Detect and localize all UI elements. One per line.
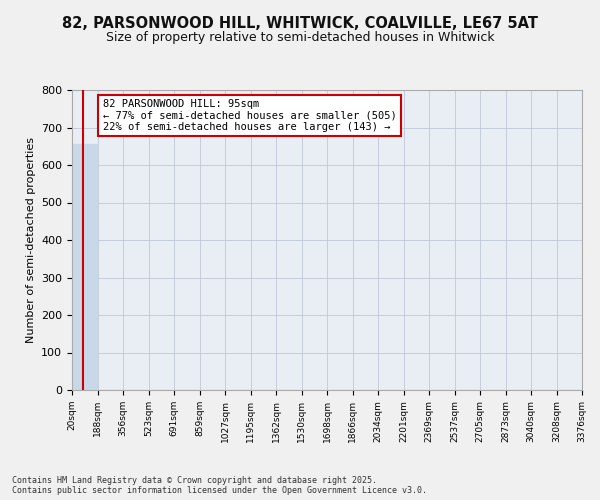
Text: 82 PARSONWOOD HILL: 95sqm
← 77% of semi-detached houses are smaller (505)
22% of: 82 PARSONWOOD HILL: 95sqm ← 77% of semi-… [103,99,397,132]
Y-axis label: Number of semi-detached properties: Number of semi-detached properties [26,137,35,343]
Bar [72,144,97,390]
Text: 82, PARSONWOOD HILL, WHITWICK, COALVILLE, LE67 5AT: 82, PARSONWOOD HILL, WHITWICK, COALVILLE… [62,16,538,31]
Text: Contains HM Land Registry data © Crown copyright and database right 2025.
Contai: Contains HM Land Registry data © Crown c… [12,476,427,495]
Text: Size of property relative to semi-detached houses in Whitwick: Size of property relative to semi-detach… [106,31,494,44]
